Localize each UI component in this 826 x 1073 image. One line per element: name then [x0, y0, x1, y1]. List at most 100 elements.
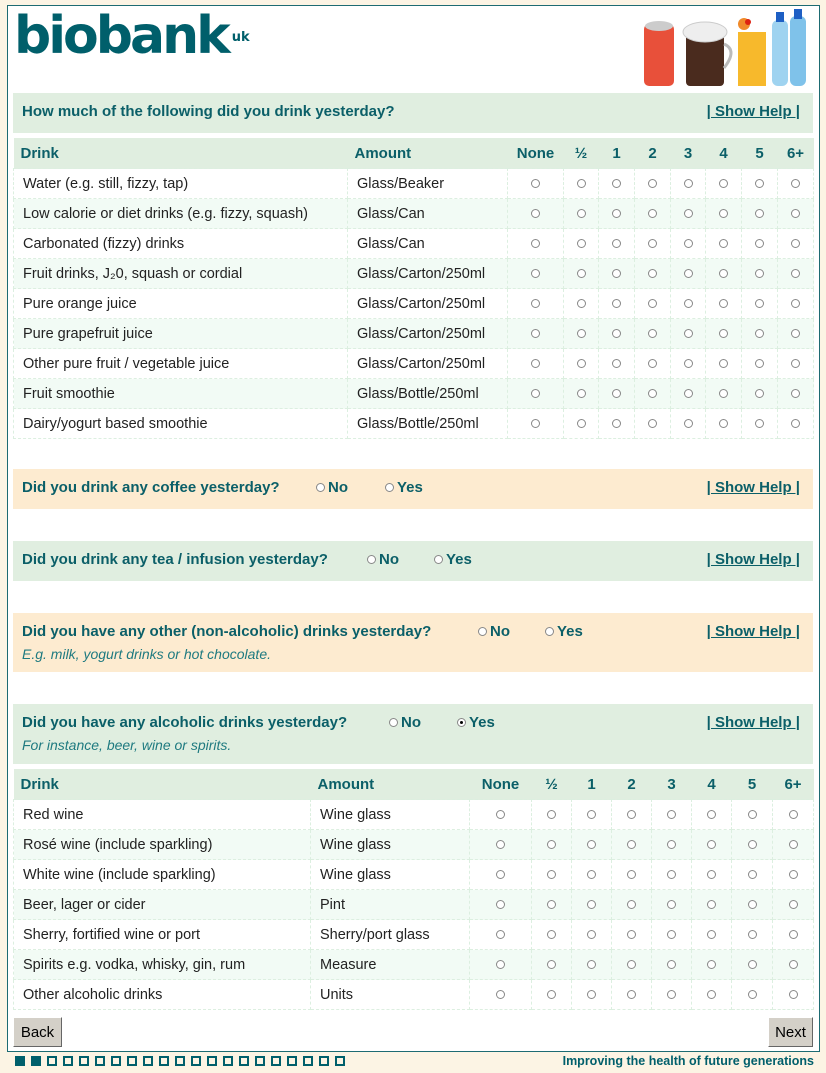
quantity-radio[interactable]: [648, 328, 657, 338]
quantity-radio[interactable]: [612, 178, 621, 188]
other-no-option[interactable]: No: [478, 623, 510, 640]
quantity-radio[interactable]: [683, 358, 693, 368]
quantity-radio[interactable]: [627, 929, 636, 939]
alcohol-yes-radio[interactable]: [457, 718, 466, 727]
quantity-radio[interactable]: [683, 298, 693, 308]
quantity-radio[interactable]: [496, 839, 505, 849]
quantity-radio[interactable]: [612, 208, 621, 218]
quantity-radio[interactable]: [707, 869, 716, 879]
quantity-radio[interactable]: [747, 929, 757, 939]
quantity-radio[interactable]: [719, 418, 728, 428]
tea-yes-option[interactable]: Yes: [434, 551, 472, 568]
quantity-radio[interactable]: [547, 959, 556, 969]
quantity-radio[interactable]: [576, 178, 586, 188]
quantity-radio[interactable]: [667, 989, 676, 999]
quantity-radio[interactable]: [667, 809, 676, 819]
quantity-radio[interactable]: [791, 328, 800, 338]
quantity-radio[interactable]: [627, 989, 636, 999]
quantity-radio[interactable]: [707, 929, 716, 939]
quantity-radio[interactable]: [587, 929, 596, 939]
quantity-radio[interactable]: [531, 268, 540, 278]
quantity-radio[interactable]: [707, 989, 716, 999]
quantity-radio[interactable]: [648, 418, 657, 428]
quantity-radio[interactable]: [496, 899, 505, 909]
quantity-radio[interactable]: [747, 839, 757, 849]
coffee-yes-radio[interactable]: [385, 483, 394, 492]
quantity-radio[interactable]: [648, 358, 657, 368]
quantity-radio[interactable]: [788, 989, 798, 999]
quantity-radio[interactable]: [627, 869, 636, 879]
quantity-radio[interactable]: [791, 298, 800, 308]
quantity-radio[interactable]: [576, 268, 586, 278]
quantity-radio[interactable]: [612, 268, 621, 278]
quantity-radio[interactable]: [496, 809, 505, 819]
quantity-radio[interactable]: [683, 238, 693, 248]
quantity-radio[interactable]: [531, 358, 540, 368]
quantity-radio[interactable]: [755, 328, 764, 338]
quantity-radio[interactable]: [576, 328, 586, 338]
tea-yes-radio[interactable]: [434, 555, 443, 564]
quantity-radio[interactable]: [719, 388, 728, 398]
quantity-radio[interactable]: [755, 388, 764, 398]
quantity-radio[interactable]: [755, 208, 764, 218]
quantity-radio[interactable]: [667, 869, 676, 879]
quantity-radio[interactable]: [612, 358, 621, 368]
quantity-radio[interactable]: [788, 959, 798, 969]
quantity-radio[interactable]: [719, 298, 728, 308]
show-help-link[interactable]: | Show Help |: [706, 103, 800, 120]
quantity-radio[interactable]: [612, 388, 621, 398]
quantity-radio[interactable]: [719, 268, 728, 278]
coffee-yes-option[interactable]: Yes: [385, 479, 423, 496]
tea-no-radio[interactable]: [367, 555, 376, 564]
quantity-radio[interactable]: [547, 869, 556, 879]
quantity-radio[interactable]: [791, 358, 800, 368]
quantity-radio[interactable]: [667, 839, 676, 849]
quantity-radio[interactable]: [707, 839, 716, 849]
coffee-no-radio[interactable]: [316, 483, 325, 492]
quantity-radio[interactable]: [547, 809, 556, 819]
quantity-radio[interactable]: [576, 418, 586, 428]
quantity-radio[interactable]: [791, 178, 800, 188]
quantity-radio[interactable]: [587, 899, 596, 909]
tea-no-option[interactable]: No: [367, 551, 399, 568]
quantity-radio[interactable]: [648, 388, 657, 398]
quantity-radio[interactable]: [747, 809, 757, 819]
quantity-radio[interactable]: [747, 899, 757, 909]
quantity-radio[interactable]: [531, 178, 540, 188]
quantity-radio[interactable]: [648, 208, 657, 218]
quantity-radio[interactable]: [683, 268, 693, 278]
other-yes-radio[interactable]: [545, 627, 554, 636]
quantity-radio[interactable]: [707, 959, 716, 969]
quantity-radio[interactable]: [648, 298, 657, 308]
quantity-radio[interactable]: [788, 809, 798, 819]
quantity-radio[interactable]: [667, 959, 676, 969]
quantity-radio[interactable]: [547, 989, 556, 999]
quantity-radio[interactable]: [648, 178, 657, 188]
quantity-radio[interactable]: [627, 839, 636, 849]
quantity-radio[interactable]: [755, 178, 764, 188]
quantity-radio[interactable]: [719, 328, 728, 338]
quantity-radio[interactable]: [531, 388, 540, 398]
coffee-no-option[interactable]: No: [316, 479, 348, 496]
quantity-radio[interactable]: [719, 238, 728, 248]
quantity-radio[interactable]: [612, 238, 621, 248]
quantity-radio[interactable]: [747, 959, 757, 969]
quantity-radio[interactable]: [612, 328, 621, 338]
quantity-radio[interactable]: [719, 358, 728, 368]
quantity-radio[interactable]: [531, 238, 540, 248]
other-yes-option[interactable]: Yes: [545, 623, 583, 640]
quantity-radio[interactable]: [788, 869, 798, 879]
quantity-radio[interactable]: [547, 899, 556, 909]
quantity-radio[interactable]: [755, 298, 764, 308]
quantity-radio[interactable]: [531, 298, 540, 308]
quantity-radio[interactable]: [683, 388, 693, 398]
quantity-radio[interactable]: [788, 899, 798, 909]
quantity-radio[interactable]: [612, 418, 621, 428]
show-help-link[interactable]: | Show Help |: [706, 479, 800, 496]
quantity-radio[interactable]: [791, 208, 800, 218]
quantity-radio[interactable]: [667, 899, 676, 909]
alcohol-yes-option[interactable]: Yes: [457, 714, 495, 731]
quantity-radio[interactable]: [531, 418, 540, 428]
quantity-radio[interactable]: [612, 298, 621, 308]
quantity-radio[interactable]: [496, 989, 505, 999]
